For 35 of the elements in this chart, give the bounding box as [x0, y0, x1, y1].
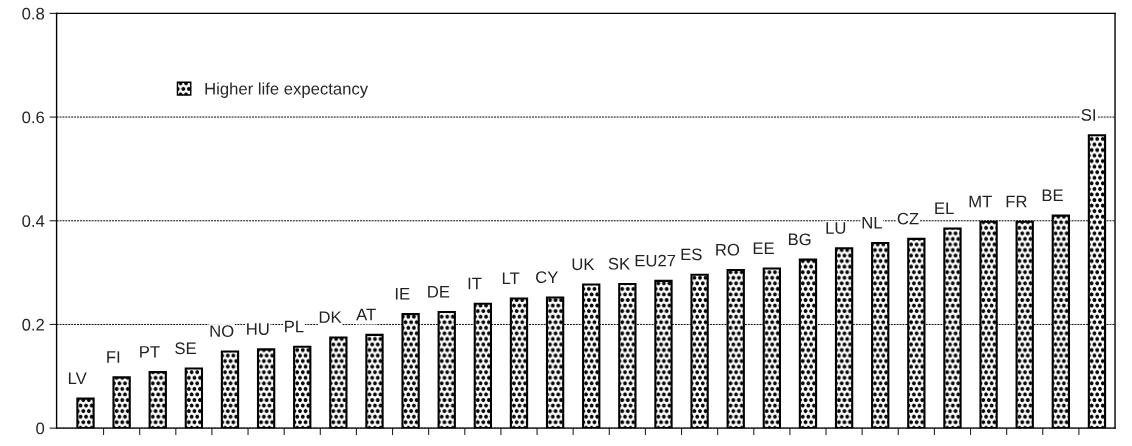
x-tick-label: EE	[753, 242, 774, 254]
x-tick-label: IT	[468, 277, 482, 290]
x-tick-label: NL	[862, 217, 882, 229]
x-tick-label: CZ	[897, 212, 919, 225]
x-tick-label: EL	[935, 202, 954, 214]
x-tick-label: RO	[716, 243, 740, 256]
x-tick-label: FR	[1006, 195, 1027, 208]
x-tick-label: FI	[107, 351, 120, 363]
x-tick-label: UK	[572, 258, 595, 271]
x-tick-label: MT	[969, 195, 992, 208]
x-tick-label: LU	[826, 222, 846, 234]
x-tick-label: LT	[502, 272, 520, 284]
x-tick-label: LV	[68, 372, 87, 385]
x-tick-label: NO	[210, 325, 234, 338]
x-tick-label: BE	[1042, 189, 1063, 202]
x-tick-label: SE	[175, 342, 196, 355]
y-tick-label: 0.4	[22, 215, 45, 227]
y-tick-label: 0.8	[22, 7, 45, 20]
y-tick-label: 0.2	[22, 318, 44, 331]
x-tick-label: CY	[536, 271, 558, 284]
x-tick-label: SI	[1081, 109, 1095, 121]
x-tick-label: PL	[285, 320, 304, 333]
x-tick-label: HU	[247, 323, 269, 335]
x-tick-label: BG	[788, 233, 811, 246]
x-tick-label: EU27	[635, 254, 676, 267]
x-tick-label: DE	[428, 285, 450, 298]
x-tick-label: AT	[356, 308, 376, 321]
y-tick-label: 0.6	[22, 111, 45, 124]
x-tick-label: ES	[681, 248, 702, 261]
legend-label: Higher life expectancy	[205, 82, 369, 98]
y-tick-label: 0	[36, 422, 45, 435]
x-tick-label: PT	[140, 346, 160, 358]
x-tick-label: SK	[608, 257, 630, 270]
x-tick-label: DK	[319, 311, 342, 323]
x-tick-label: IE	[395, 288, 410, 300]
